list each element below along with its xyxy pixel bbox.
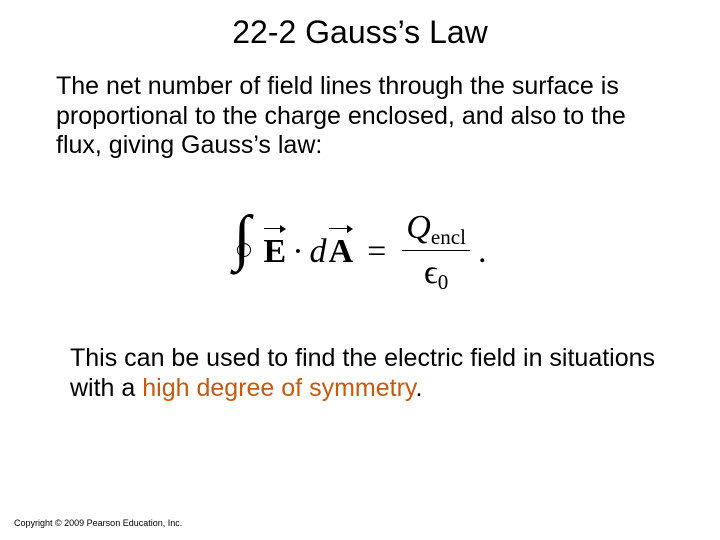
vector-E: E — [264, 233, 287, 271]
numerator: Qencl — [402, 210, 470, 251]
closing-highlight: high degree of symmetry — [142, 374, 415, 402]
dot-operator: · — [286, 233, 309, 271]
closed-integral-icon: ∫ — [234, 221, 262, 283]
slide: 22-2 Gauss’s Law The net number of field… — [0, 0, 720, 540]
epsilon-symbol: ϵ — [424, 254, 438, 291]
intro-paragraph: The net number of field lines through th… — [56, 72, 676, 161]
closing-suffix: . — [416, 374, 423, 402]
slide-title: 22-2 Gauss’s Law — [0, 0, 720, 51]
E-symbol: E — [264, 233, 287, 270]
copyright-notice: Copyright © 2009 Pearson Education, Inc. — [14, 518, 182, 528]
encl-subscript: encl — [431, 225, 466, 249]
differential-d: d — [310, 233, 327, 271]
Q-symbol: Q — [406, 209, 431, 246]
zero-subscript: 0 — [438, 270, 449, 294]
vector-A: A — [329, 233, 354, 271]
gauss-law-equation: ∫ E · d A = Qencl — [234, 210, 487, 293]
trailing-period: . — [478, 233, 487, 271]
fraction: Qencl ϵ0 — [402, 210, 470, 293]
denominator: ϵ0 — [402, 251, 470, 293]
equation-block: ∫ E · d A = Qencl — [0, 210, 720, 293]
equals-sign: = — [353, 233, 400, 271]
closing-paragraph: This can be used to find the electric fi… — [70, 344, 670, 403]
A-symbol: A — [329, 233, 354, 270]
